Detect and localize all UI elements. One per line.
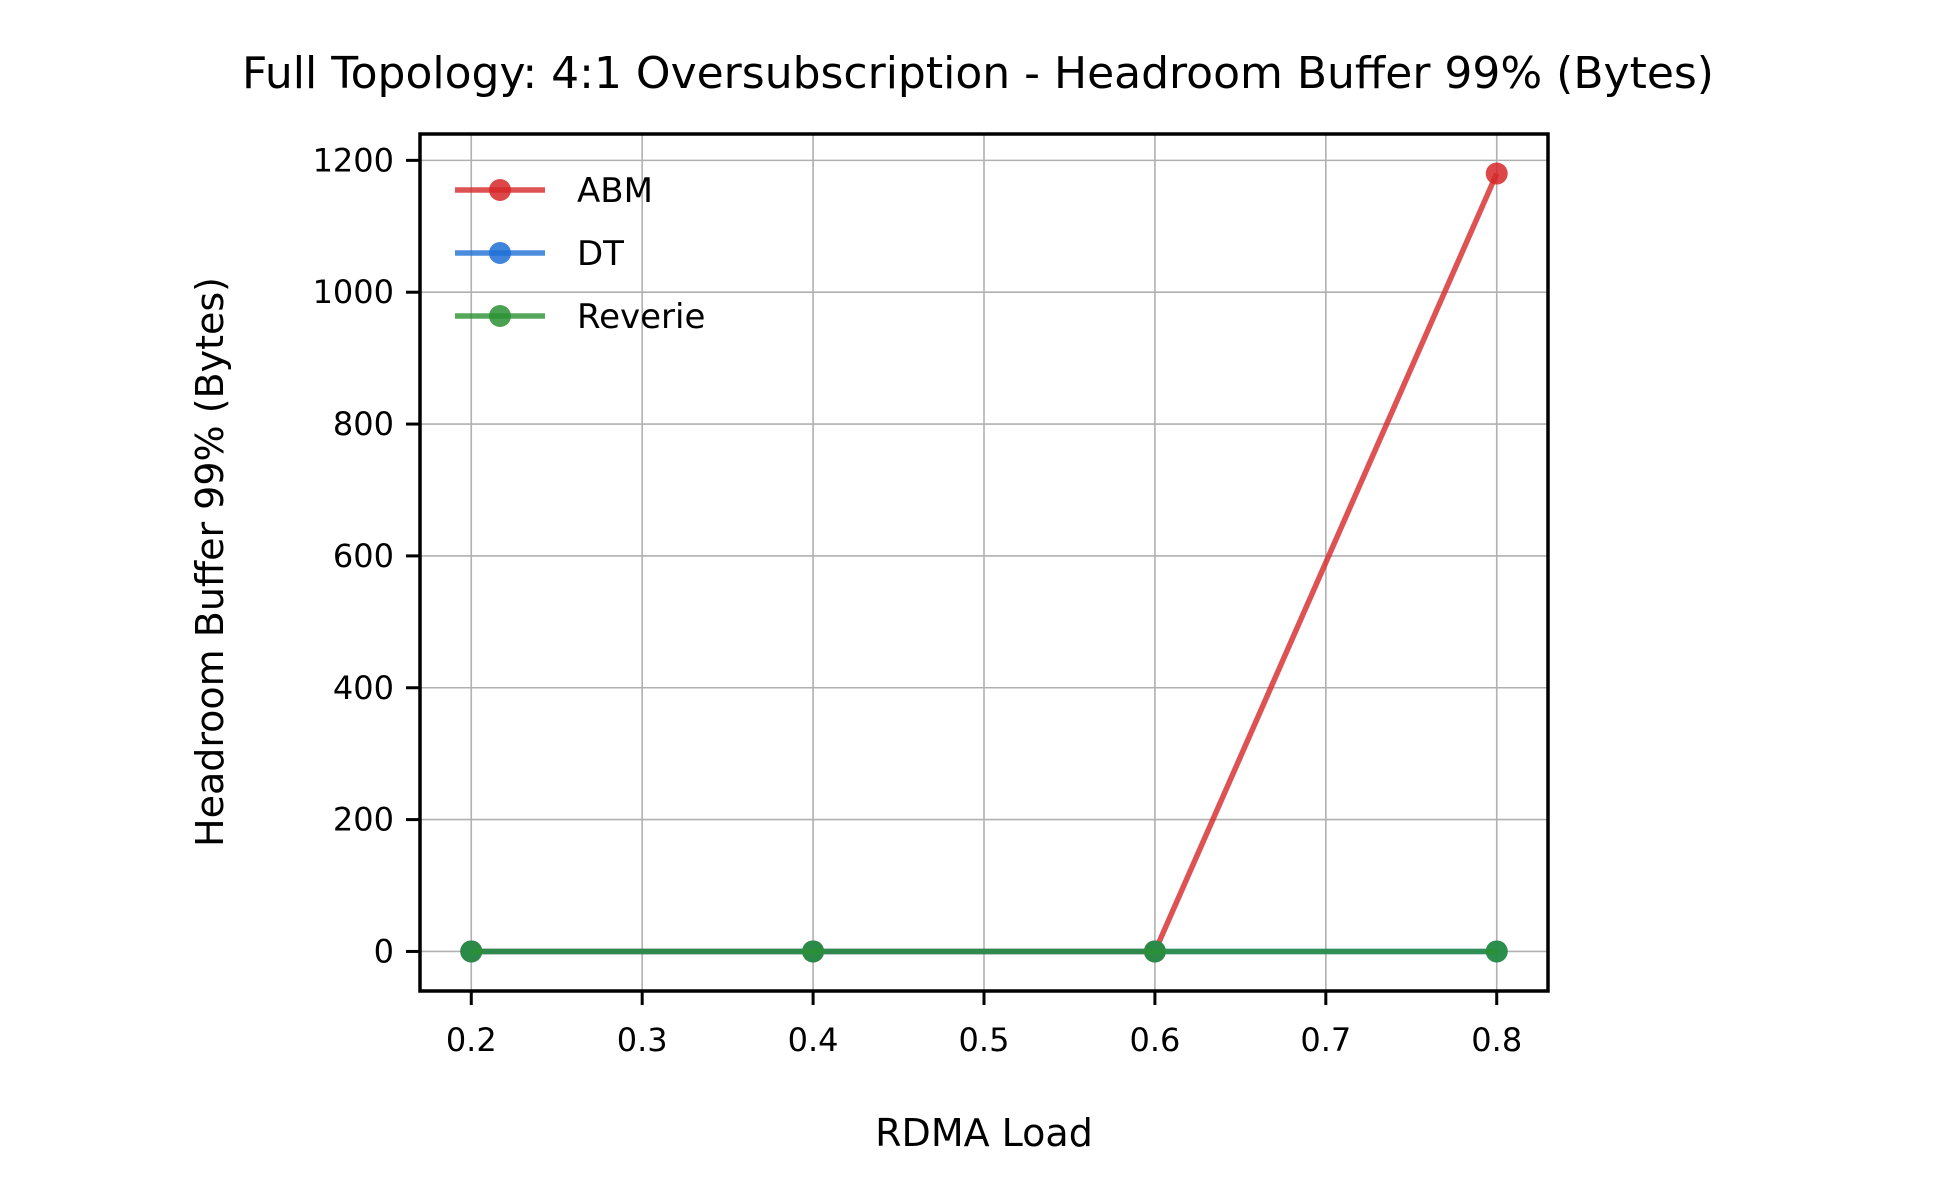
y-tick-label: 400 <box>333 669 394 707</box>
legend-marker-dt <box>489 242 511 264</box>
y-tick-label: 1200 <box>313 141 394 179</box>
x-tick-label: 0.6 <box>1129 1021 1180 1059</box>
x-tick-label: 0.2 <box>446 1021 497 1059</box>
y-tick-label: 600 <box>333 537 394 575</box>
x-axis: 0.2 0.3 0.4 0.5 0.6 0.7 0.8 <box>446 991 1522 1059</box>
plot-frame <box>418 132 1550 993</box>
x-tick-label: 0.8 <box>1471 1021 1522 1059</box>
series-lines <box>460 162 1508 963</box>
chart-title: Full Topology: 4:1 Oversubscription - He… <box>242 48 1714 99</box>
y-axis-label: Headroom Buffer 99% (Bytes) <box>188 277 232 847</box>
legend-marker-reverie <box>489 305 511 327</box>
x-tick-label: 0.5 <box>959 1021 1010 1059</box>
legend-marker-abm <box>489 179 511 201</box>
y-tick-label: 1000 <box>313 273 394 311</box>
data-point-abm <box>1485 162 1508 185</box>
x-tick-label: 0.4 <box>788 1021 839 1059</box>
y-tick-label: 800 <box>333 405 394 443</box>
x-tick-label: 0.3 <box>617 1021 668 1059</box>
legend-label-abm: ABM <box>577 171 653 211</box>
data-point-reverie <box>460 940 483 963</box>
legend-label-reverie: Reverie <box>577 297 705 337</box>
y-tick-label: 0 <box>374 932 394 970</box>
legend: ABM DT Reverie <box>455 171 705 337</box>
data-point-reverie <box>1143 940 1166 963</box>
legend-label-dt: DT <box>577 234 624 274</box>
data-point-reverie <box>802 940 825 963</box>
y-tick-label: 200 <box>333 801 394 839</box>
x-tick-label: 0.7 <box>1300 1021 1351 1059</box>
x-axis-label: RDMA Load <box>875 1111 1093 1155</box>
data-point-reverie <box>1485 940 1508 963</box>
y-axis: 0 200 400 600 800 1000 1200 <box>313 141 420 970</box>
